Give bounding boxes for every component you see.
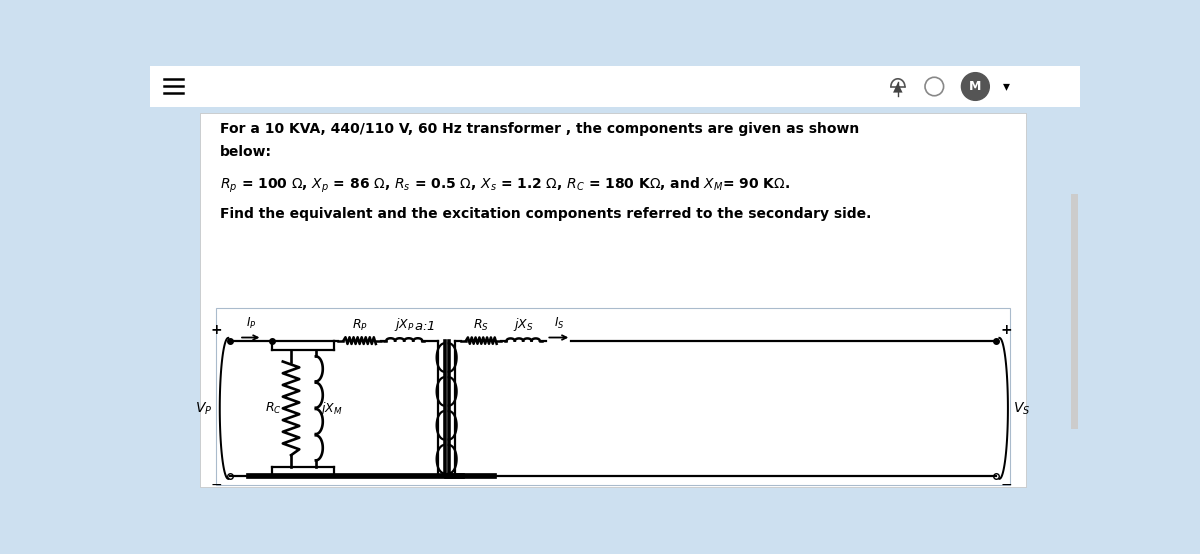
Text: $jX_P$: $jX_P$: [394, 316, 414, 333]
Bar: [200, 112, 1026, 487]
Text: −: −: [1001, 478, 1013, 491]
Text: +: +: [210, 323, 222, 337]
Text: ▾: ▾: [1003, 80, 1010, 94]
Bar: [150, 66, 1080, 106]
Text: $V_P$: $V_P$: [196, 400, 212, 417]
Text: $R_S$: $R_S$: [473, 318, 490, 333]
Text: $R_C$: $R_C$: [265, 401, 282, 416]
Text: $I_P$: $I_P$: [246, 316, 256, 331]
Text: $V_S$: $V_S$: [1013, 400, 1031, 417]
Bar: [216, 308, 1010, 485]
Circle shape: [961, 73, 989, 100]
Text: +: +: [1001, 323, 1013, 337]
Text: $jX_M$: $jX_M$: [319, 400, 342, 417]
Text: $R_P$: $R_P$: [352, 318, 367, 333]
Text: $R_p$ = 100 $\Omega$, $X_p$ = 86 $\Omega$, $R_s$ = 0.5 $\Omega$, $X_s$ = 1.2 $\O: $R_p$ = 100 $\Omega$, $X_p$ = 86 $\Omega…: [220, 176, 790, 195]
Text: For a 10 KVA, 440/110 V, 60 Hz transformer , the components are given as shown: For a 10 KVA, 440/110 V, 60 Hz transform…: [220, 122, 859, 136]
Text: $a$:1: $a$:1: [414, 320, 436, 333]
Text: −: −: [210, 478, 222, 491]
Text: $I_S$: $I_S$: [553, 316, 564, 331]
Bar: [1070, 194, 1079, 429]
Text: M: M: [970, 80, 982, 93]
Text: $jX_S$: $jX_S$: [512, 316, 534, 333]
Text: below:: below:: [220, 145, 271, 159]
Text: Find the equivalent and the excitation components referred to the secondary side: Find the equivalent and the excitation c…: [220, 207, 871, 220]
Text: ▲: ▲: [893, 80, 902, 93]
